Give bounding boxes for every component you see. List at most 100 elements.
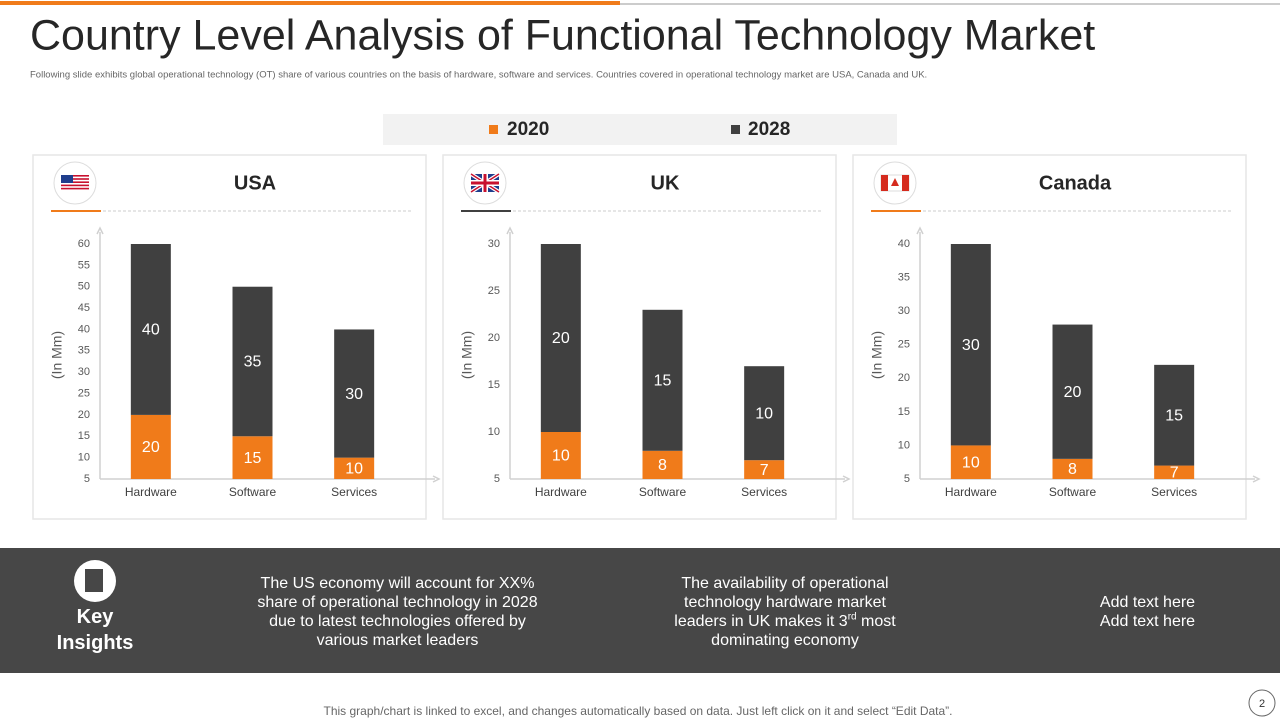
flag	[881, 175, 888, 191]
y-tick-label: 30	[488, 238, 500, 250]
data-label: 10	[755, 405, 773, 422]
x-tick-label: Services	[1151, 485, 1197, 499]
bar-segment	[744, 460, 785, 479]
y-tick-label: 35	[78, 345, 90, 357]
insight-text: The US economy will account for XX% shar…	[257, 575, 538, 649]
panel-title: Canada	[1039, 172, 1112, 194]
y-tick-label: 40	[78, 323, 90, 335]
flag	[902, 175, 909, 191]
x-tick-label: Hardware	[535, 485, 587, 499]
y-axis-arrow	[916, 226, 924, 235]
y-tick-label: 15	[78, 430, 90, 442]
data-label: 15	[654, 373, 672, 390]
bar-segment	[1052, 458, 1093, 479]
y-tick-label: 45	[78, 302, 90, 314]
y-axis-label: (In Mm)	[869, 331, 885, 379]
y-tick-label: 10	[488, 426, 500, 438]
data-label: 20	[552, 330, 570, 347]
y-axis-arrow	[506, 226, 514, 235]
data-label: 15	[1165, 407, 1183, 424]
y-tick-label: 30	[78, 366, 90, 378]
flag	[61, 175, 89, 177]
bar-segment	[642, 450, 683, 479]
y-tick-label: 25	[488, 285, 500, 297]
data-label: 35	[244, 354, 262, 371]
bar-segment	[1052, 324, 1093, 459]
bar-segment	[334, 329, 375, 458]
x-axis-arrow	[842, 475, 851, 483]
bar-segment	[232, 286, 273, 437]
y-tick-label: 15	[488, 379, 500, 391]
y-tick-label: 25	[78, 387, 90, 399]
flag	[61, 175, 73, 183]
data-label: 7	[1170, 465, 1179, 482]
insight-text: The availability of operational technolo…	[660, 574, 910, 650]
insight-icon	[85, 569, 103, 592]
bar-segment	[130, 244, 171, 415]
data-label: 20	[1064, 384, 1082, 401]
data-label: 30	[345, 386, 363, 403]
x-tick-label: Hardware	[125, 485, 177, 499]
bar-segment	[950, 445, 991, 479]
y-tick-label: 10	[78, 452, 90, 464]
bar-segment	[540, 244, 581, 432]
data-label: 30	[962, 337, 980, 354]
flag	[61, 178, 89, 180]
subtitle: Following slide exhibits global operatio…	[30, 70, 927, 81]
bar-segment	[1154, 465, 1195, 479]
bar-segment	[540, 432, 581, 479]
bar-segment	[642, 309, 683, 451]
flag	[61, 187, 89, 190]
insight-text: Add text here	[1099, 613, 1196, 630]
y-tick-label: 5	[904, 473, 910, 485]
data-label: 10	[345, 461, 363, 478]
y-tick-label: 5	[84, 473, 90, 485]
title: Country Level Analysis of Functional Tec…	[30, 11, 1095, 59]
x-tick-label: Software	[1049, 485, 1097, 499]
data-label: 8	[1068, 461, 1077, 478]
data-label: 10	[552, 448, 570, 465]
panel-title: USA	[234, 172, 276, 194]
insight-text: Add text here Add text here	[1070, 593, 1225, 631]
y-tick-label: 40	[898, 238, 910, 250]
data-label: 8	[658, 457, 667, 474]
y-tick-label: 20	[488, 332, 500, 344]
insight-text: most dominating economy	[711, 613, 896, 649]
data-label: 7	[760, 462, 769, 479]
legend-swatch	[731, 125, 740, 134]
data-label: 20	[142, 439, 160, 456]
insights-heading: Key Insights	[56, 606, 134, 654]
insight-text: Add text here	[1099, 594, 1196, 611]
y-tick-label: 20	[78, 409, 90, 421]
x-axis-arrow	[432, 475, 441, 483]
legend-label: 2020	[507, 119, 549, 140]
y-tick-label: 35	[898, 271, 910, 283]
x-tick-label: Services	[741, 485, 787, 499]
page-number: 2	[1259, 698, 1265, 710]
x-tick-label: Services	[331, 485, 377, 499]
y-axis-label: (In Mm)	[459, 331, 475, 379]
bar-segment	[950, 244, 991, 446]
flag	[61, 181, 89, 183]
bar-segment	[1154, 364, 1195, 466]
y-tick-label: 60	[78, 238, 90, 250]
x-tick-label: Hardware	[945, 485, 997, 499]
panel-title: UK	[651, 172, 680, 194]
y-tick-label: 25	[898, 339, 910, 351]
bar-segment	[334, 457, 375, 479]
data-label: 40	[142, 322, 160, 339]
x-axis-arrow	[1252, 475, 1261, 483]
footer-note: This graph/chart is linked to excel, and…	[324, 704, 953, 718]
insight-sup: rd	[847, 611, 857, 623]
y-tick-label: 30	[898, 305, 910, 317]
bar-segment	[130, 414, 171, 479]
y-tick-label: 55	[78, 259, 90, 271]
insights-band	[0, 548, 1280, 673]
bar-segment	[744, 366, 785, 461]
y-axis-label: (In Mm)	[49, 331, 65, 379]
flag	[61, 184, 89, 187]
y-axis-arrow	[96, 226, 104, 235]
data-label: 10	[962, 454, 980, 471]
